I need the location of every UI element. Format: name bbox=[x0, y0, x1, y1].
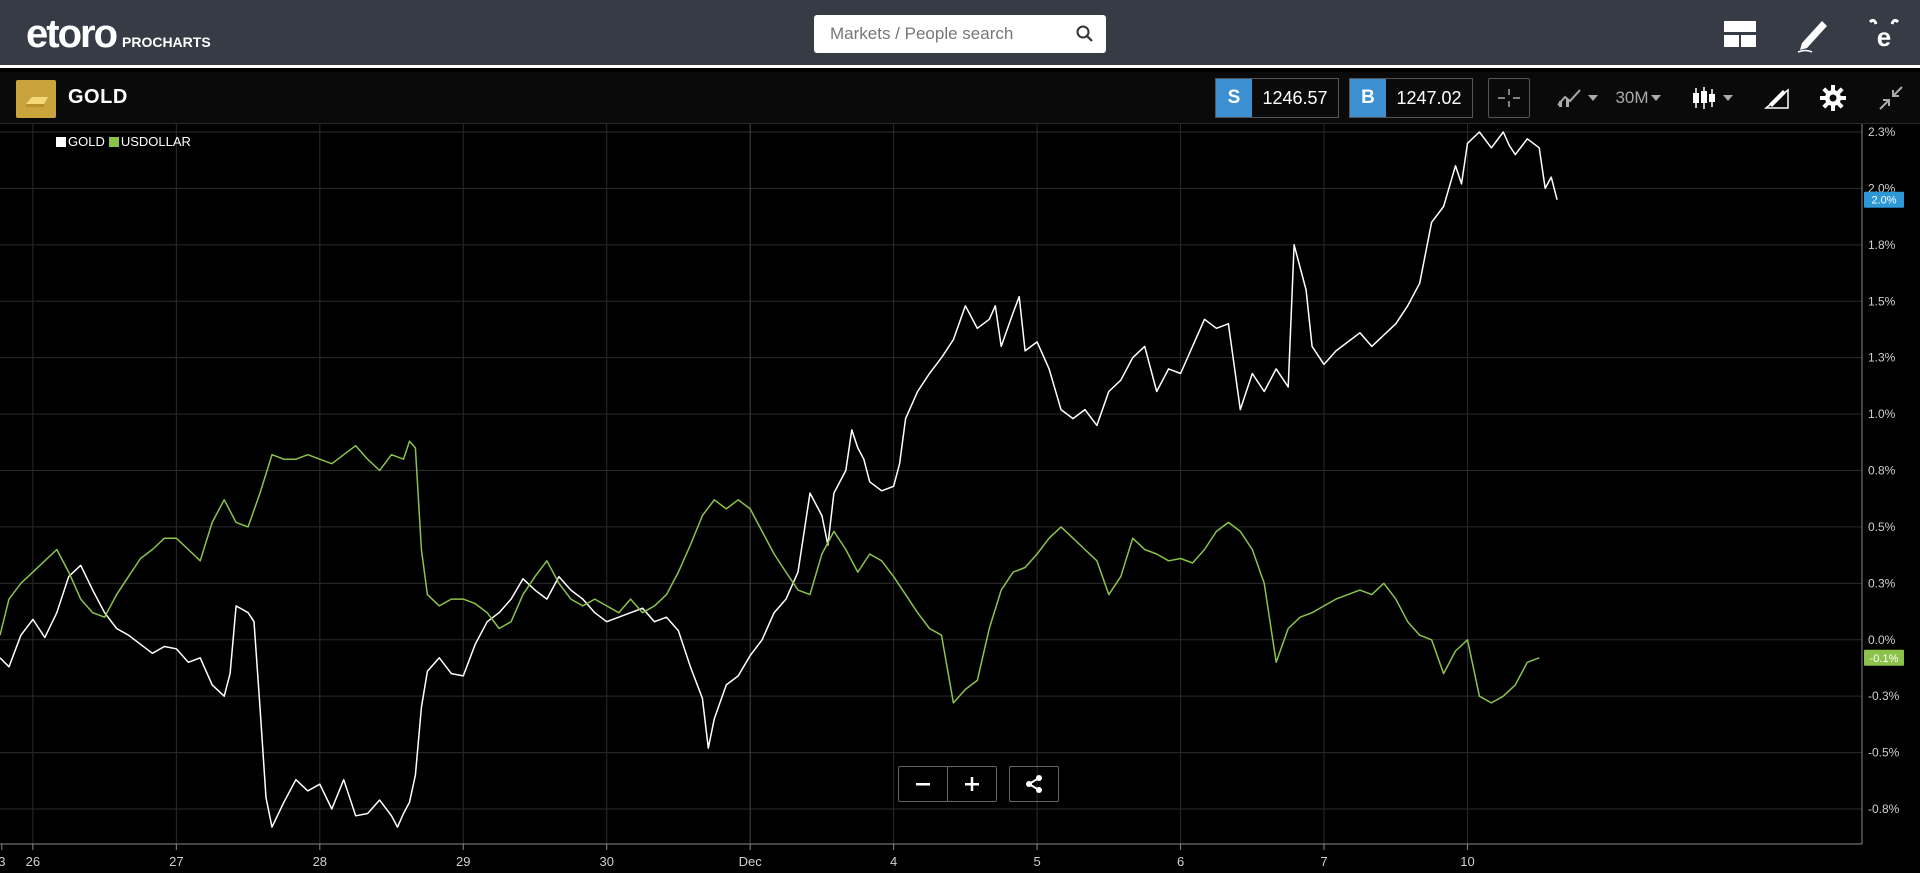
legend-swatch bbox=[56, 136, 66, 147]
legend-item-gold[interactable]: GOLD bbox=[56, 134, 105, 149]
etoro-e-icon[interactable]: e bbox=[1864, 14, 1904, 54]
y-tick-label: 2.3% bbox=[1868, 125, 1896, 139]
interval-dropdown[interactable]: 30M bbox=[1614, 78, 1662, 118]
y-tick-label: 0.0% bbox=[1868, 633, 1896, 647]
search-input[interactable] bbox=[828, 15, 1072, 53]
x-tick-label: 7 bbox=[1320, 854, 1327, 869]
y-tick-label: 1.3% bbox=[1868, 351, 1896, 365]
zoom-in-button[interactable] bbox=[947, 767, 996, 801]
x-tick-label: 29 bbox=[456, 854, 470, 869]
zoom-out-button[interactable] bbox=[899, 767, 947, 801]
minus-icon bbox=[916, 783, 930, 786]
buy-label: B bbox=[1350, 79, 1386, 117]
legend-swatch bbox=[108, 136, 119, 147]
gear-icon bbox=[1820, 85, 1846, 111]
sell-label: S bbox=[1216, 79, 1252, 117]
x-tick-label: 4 bbox=[890, 854, 897, 869]
logo-wordmark: etoro bbox=[26, 12, 118, 56]
y-tick-label: 1.5% bbox=[1868, 294, 1896, 308]
x-tick-label: 5 bbox=[1033, 854, 1040, 869]
y-tick-label: 0.8% bbox=[1868, 464, 1896, 478]
y-tick-label: -0.8% bbox=[1868, 802, 1900, 816]
x-tick-label: 30 bbox=[599, 854, 613, 869]
chart-legend: GOLD USDOLLAR bbox=[56, 134, 195, 149]
plus-icon bbox=[965, 777, 979, 791]
y-tick-label: 0.5% bbox=[1868, 520, 1896, 534]
series-line-gold bbox=[0, 131, 1558, 828]
y-tick-label: -0.5% bbox=[1868, 746, 1900, 760]
last-value-label: 2.0% bbox=[1871, 195, 1896, 207]
pencil-icon[interactable] bbox=[1794, 14, 1834, 54]
series-line-usdollar bbox=[0, 440, 1540, 704]
chevron-down-icon bbox=[1723, 95, 1733, 101]
sell-price: 1246.57 bbox=[1262, 87, 1328, 108]
x-tick-label: 10 bbox=[1460, 854, 1474, 869]
top-header: etoro PROCHARTS e bbox=[0, 0, 1920, 68]
buy-button[interactable]: B 1247.02 bbox=[1349, 78, 1473, 118]
y-tick-label: 0.3% bbox=[1868, 576, 1896, 590]
share-button[interactable] bbox=[1009, 766, 1059, 802]
x-tick-label: Dec bbox=[739, 854, 763, 869]
y-tick-label: 1.8% bbox=[1868, 238, 1896, 252]
draw-tool-icon bbox=[1763, 88, 1789, 109]
drawing-tools-button[interactable] bbox=[1756, 78, 1798, 118]
chevron-down-icon bbox=[1588, 95, 1598, 101]
search-box[interactable] bbox=[814, 15, 1106, 53]
share-icon bbox=[1026, 775, 1042, 793]
collapse-icon bbox=[1879, 86, 1903, 110]
legend-item-usdollar[interactable]: USDOLLAR bbox=[108, 134, 191, 149]
svg-text:e: e bbox=[1877, 22, 1891, 52]
crosshair-button[interactable] bbox=[1488, 78, 1530, 118]
layout-icon[interactable] bbox=[1720, 14, 1760, 54]
gold-bar-icon bbox=[16, 80, 56, 118]
compare-chart-icon bbox=[1557, 89, 1581, 107]
last-value-badge bbox=[1864, 649, 1904, 666]
legend-label: USDOLLAR bbox=[120, 134, 191, 149]
chart-type-dropdown[interactable] bbox=[1686, 78, 1738, 118]
search-icon[interactable] bbox=[1076, 25, 1094, 48]
chevron-down-icon bbox=[1650, 95, 1661, 101]
interval-label: 30M bbox=[1615, 88, 1649, 107]
last-value-badge bbox=[1864, 191, 1904, 208]
y-tick-label: -0.3% bbox=[1868, 689, 1900, 703]
etoro-logo[interactable]: etoro PROCHARTS bbox=[26, 10, 211, 54]
price-chart[interactable]: 2.3% 2.0% 1.8% 1.5% 1.3% 1.0% 0.8% 0.5% 0.3% 0.0%… bbox=[0, 124, 1920, 873]
x-tick-label: 28 bbox=[313, 854, 327, 869]
sell-button[interactable]: S 1246.57 bbox=[1215, 78, 1339, 118]
candlestick-icon bbox=[1693, 87, 1715, 109]
x-tick-label: 27 bbox=[169, 854, 183, 869]
x-tick-label: 6 bbox=[1177, 854, 1184, 869]
x-tick-label: 26 bbox=[26, 854, 40, 869]
buy-price: 1247.02 bbox=[1396, 87, 1462, 108]
last-value-label: -0.1% bbox=[1870, 653, 1899, 665]
collapse-button[interactable] bbox=[1870, 78, 1912, 118]
crosshair-icon bbox=[1498, 89, 1520, 107]
y-tick-label: 1.0% bbox=[1868, 407, 1896, 421]
instrument-toolbar: GOLD S 1246.57 B 1247.02 30M bbox=[0, 72, 1920, 124]
x-tick-label: 3 bbox=[0, 854, 5, 869]
legend-label: GOLD bbox=[68, 134, 105, 149]
zoom-controls bbox=[898, 766, 997, 802]
compare-button[interactable] bbox=[1552, 78, 1602, 118]
instrument-name: GOLD bbox=[68, 86, 128, 108]
settings-button[interactable] bbox=[1812, 78, 1854, 118]
logo-subtitle: PROCHARTS bbox=[122, 34, 211, 50]
